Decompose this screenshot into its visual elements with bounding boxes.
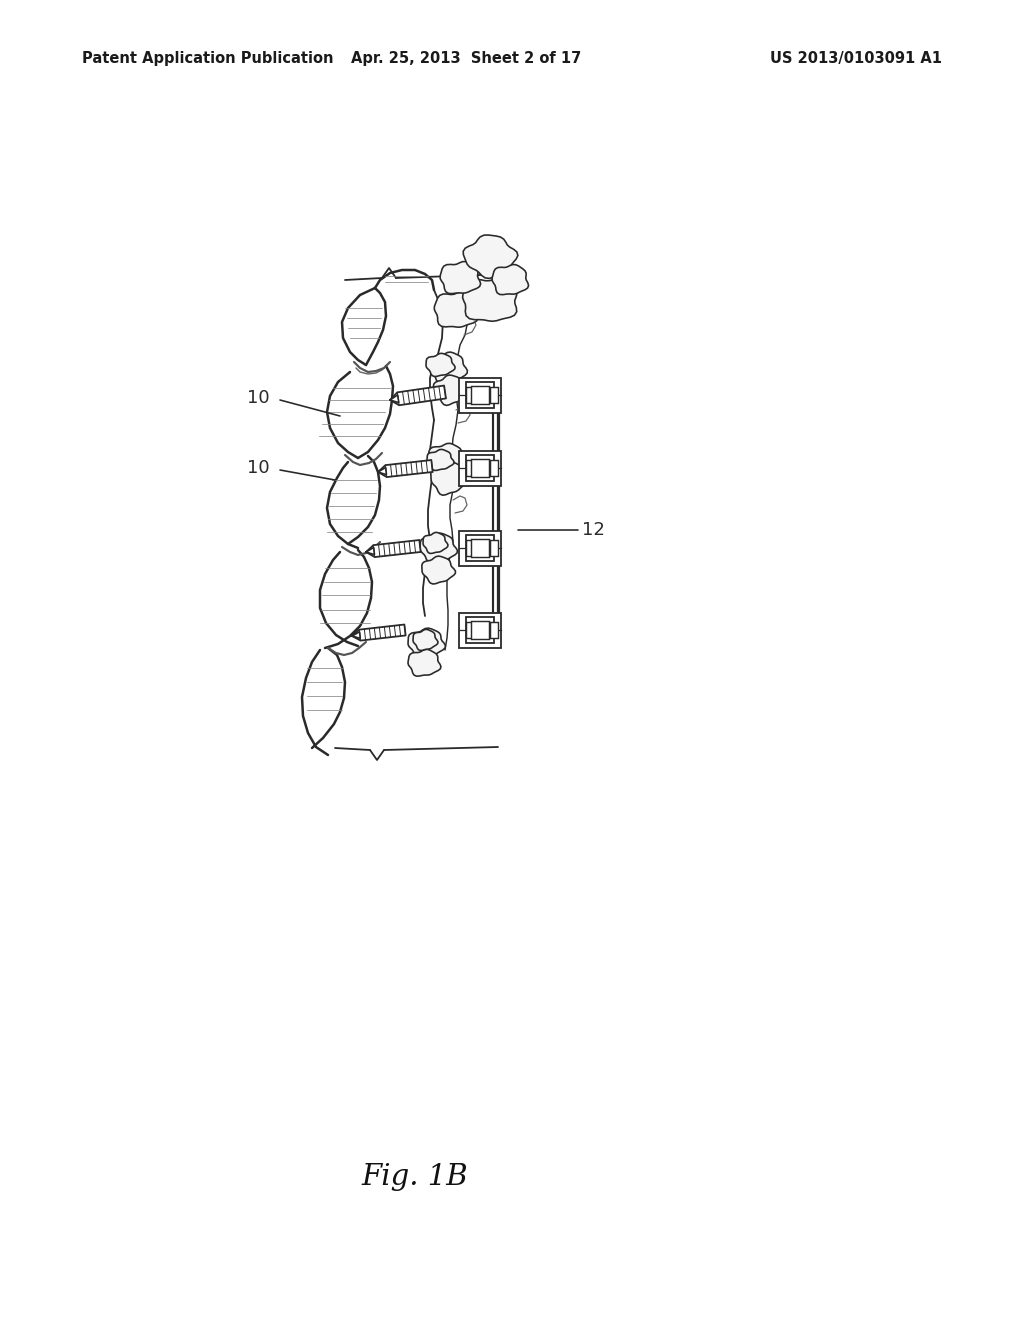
Bar [459, 531, 501, 565]
Bar [459, 450, 501, 486]
Bar [466, 387, 474, 403]
Text: 10: 10 [248, 389, 270, 407]
Polygon shape [385, 461, 433, 477]
Polygon shape [433, 375, 468, 405]
Polygon shape [378, 467, 386, 475]
Polygon shape [422, 556, 456, 583]
Text: Fig. 1B: Fig. 1B [361, 1163, 468, 1192]
Bar [466, 455, 494, 480]
Polygon shape [374, 540, 421, 557]
Polygon shape [431, 461, 467, 495]
Bar [466, 459, 474, 477]
Bar [490, 387, 498, 403]
Bar [490, 540, 498, 556]
Polygon shape [426, 354, 455, 376]
Bar [466, 540, 474, 556]
Bar [466, 616, 494, 643]
Polygon shape [440, 261, 480, 293]
Text: 12: 12 [582, 521, 605, 539]
Polygon shape [463, 235, 518, 279]
Bar [466, 535, 494, 561]
Polygon shape [359, 624, 406, 640]
Bar [471, 459, 489, 477]
Polygon shape [423, 532, 447, 553]
Polygon shape [420, 533, 458, 562]
Bar [459, 378, 501, 412]
Polygon shape [493, 264, 528, 294]
Polygon shape [352, 632, 360, 639]
Polygon shape [390, 395, 398, 403]
Polygon shape [408, 628, 445, 657]
Polygon shape [413, 630, 438, 651]
Bar [466, 622, 474, 638]
Polygon shape [430, 352, 467, 384]
Bar [490, 459, 498, 477]
Polygon shape [397, 385, 445, 405]
Polygon shape [366, 548, 375, 554]
Polygon shape [434, 292, 478, 327]
Text: US 2013/0103091 A1: US 2013/0103091 A1 [770, 51, 942, 66]
Text: 10: 10 [248, 459, 270, 477]
Text: Patent Application Publication: Patent Application Publication [82, 51, 334, 66]
Text: Apr. 25, 2013  Sheet 2 of 17: Apr. 25, 2013 Sheet 2 of 17 [351, 51, 581, 66]
Bar [490, 622, 498, 638]
Bar [466, 381, 494, 408]
Bar [471, 539, 489, 557]
Polygon shape [408, 649, 441, 676]
Polygon shape [428, 444, 465, 473]
Bar [471, 620, 489, 639]
Bar [471, 385, 489, 404]
Bar [459, 612, 501, 648]
Polygon shape [463, 279, 517, 321]
Polygon shape [427, 449, 454, 470]
